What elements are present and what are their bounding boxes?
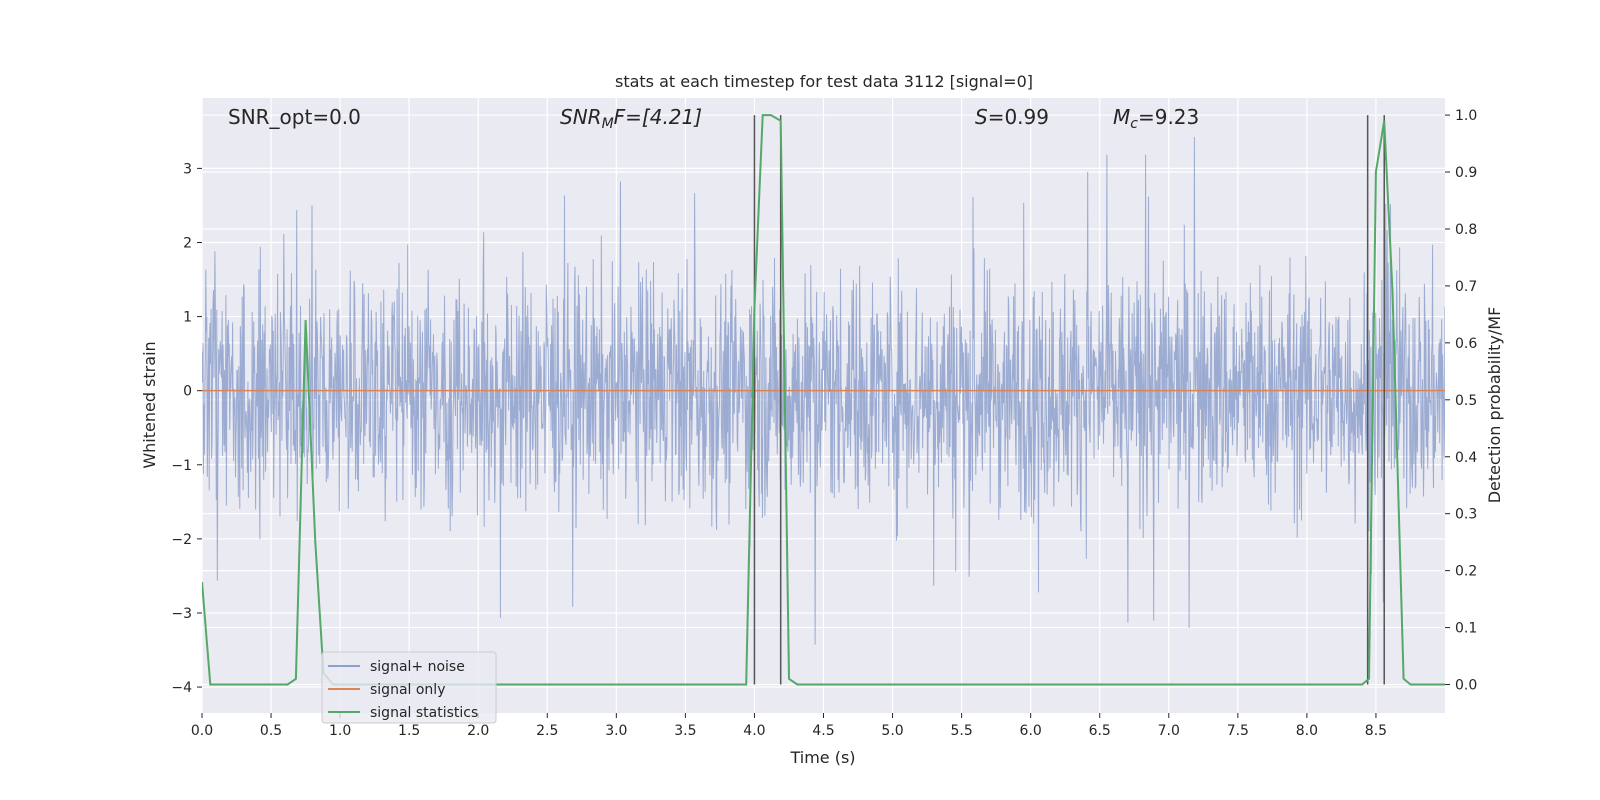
y-right-tick-label: 0.4 <box>1455 450 1477 466</box>
signal-statistics-line <box>202 114 1445 686</box>
y-left-tick-label: −1 <box>171 458 192 474</box>
x-tick-label: 5.5 <box>950 723 972 739</box>
x-tick-label: 0.0 <box>191 723 213 739</box>
y-left-tick-label: −4 <box>171 680 192 696</box>
y-right-tick-label: 0.6 <box>1455 336 1477 352</box>
y-left-axis-ticks: 3 2 1 0 −1 −2 −3 −4 <box>171 161 202 696</box>
signal-noise-series <box>202 136 1445 645</box>
y-left-tick-label: −2 <box>171 532 192 548</box>
s-main: S <box>975 105 988 129</box>
s-annotation: S=0.99 <box>975 105 1049 129</box>
x-axis-ticks: 0.0 0.5 1.0 1.5 2.0 2.5 3.0 3.5 4.0 4.5 5.0 5.5 6.0 6… <box>191 713 1387 739</box>
mc-main: M <box>1113 105 1130 129</box>
x-tick-label: 8.5 <box>1365 723 1387 739</box>
mc-sub: c <box>1130 116 1138 132</box>
legend-frame <box>321 651 497 724</box>
x-tick-label: 1.5 <box>398 723 420 739</box>
legend-label: signal statistics <box>370 705 478 721</box>
x-tick-label: 4.0 <box>743 723 765 739</box>
y-right-axis-label: Detection probability/MF <box>1485 307 1504 504</box>
x-tick-label: 2.5 <box>536 723 558 739</box>
y-right-tick-label: 0.9 <box>1455 165 1477 181</box>
y-right-tick-label: 0.5 <box>1455 393 1477 409</box>
legend: signal+ noise signal only signal statistic… <box>321 651 497 724</box>
y-right-tick-label: 0.1 <box>1455 621 1477 637</box>
signal-statistics-series <box>202 114 1445 686</box>
vertical-markers <box>753 115 1385 685</box>
snr-mf-rest: F=[4.21] <box>614 105 702 129</box>
y-right-tick-label: 0.3 <box>1455 507 1477 523</box>
y-left-tick-label: 1 <box>183 310 192 326</box>
x-tick-label: 8.0 <box>1296 723 1318 739</box>
y-left-tick-label: −3 <box>171 606 192 622</box>
y-left-axis-label: Whitened strain <box>140 341 159 468</box>
x-tick-label: 3.0 <box>605 723 627 739</box>
snr-opt-annotation: SNR_opt=0.0 <box>228 105 361 129</box>
x-tick-label: 6.5 <box>1089 723 1111 739</box>
chart-title: stats at each timestep for test data 311… <box>615 72 1033 91</box>
signal-noise-line <box>202 136 1445 645</box>
x-tick-label: 7.5 <box>1227 723 1249 739</box>
snr-mf-sub: M <box>602 116 614 132</box>
x-tick-label: 7.0 <box>1158 723 1180 739</box>
x-tick-label: 6.0 <box>1020 723 1042 739</box>
x-tick-label: 4.5 <box>812 723 834 739</box>
mc-rest: =9.23 <box>1138 105 1199 129</box>
y-right-tick-label: 0.0 <box>1455 678 1477 694</box>
x-tick-label: 0.5 <box>260 723 282 739</box>
y-right-tick-label: 0.7 <box>1455 279 1477 295</box>
snr-mf-main: SNR <box>560 105 602 129</box>
x-axis-label: Time (s) <box>789 748 855 767</box>
y-right-axis-ticks: 1.0 0.9 0.8 0.7 0.6 0.5 0.4 0.3 0.2 0.1 0.0 <box>1445 108 1477 694</box>
x-tick-label: 1.0 <box>329 723 351 739</box>
x-tick-label: 5.0 <box>881 723 903 739</box>
y-left-tick-label: 3 <box>183 161 192 177</box>
snr-mf-annotation: SNRMF=[4.21] <box>560 105 702 132</box>
y-right-tick-label: 0.2 <box>1455 564 1477 580</box>
y-left-tick-label: 0 <box>183 384 192 400</box>
y-left-tick-label: 2 <box>183 235 192 251</box>
x-tick-label: 2.0 <box>467 723 489 739</box>
legend-label: signal+ noise <box>370 659 465 675</box>
y-right-tick-label: 0.8 <box>1455 222 1477 238</box>
x-tick-label: 3.5 <box>674 723 696 739</box>
y-right-tick-label: 1.0 <box>1455 108 1477 124</box>
mc-annotation: Mc=9.23 <box>1113 105 1199 132</box>
legend-label: signal only <box>370 682 445 698</box>
s-rest: =0.99 <box>988 105 1049 129</box>
